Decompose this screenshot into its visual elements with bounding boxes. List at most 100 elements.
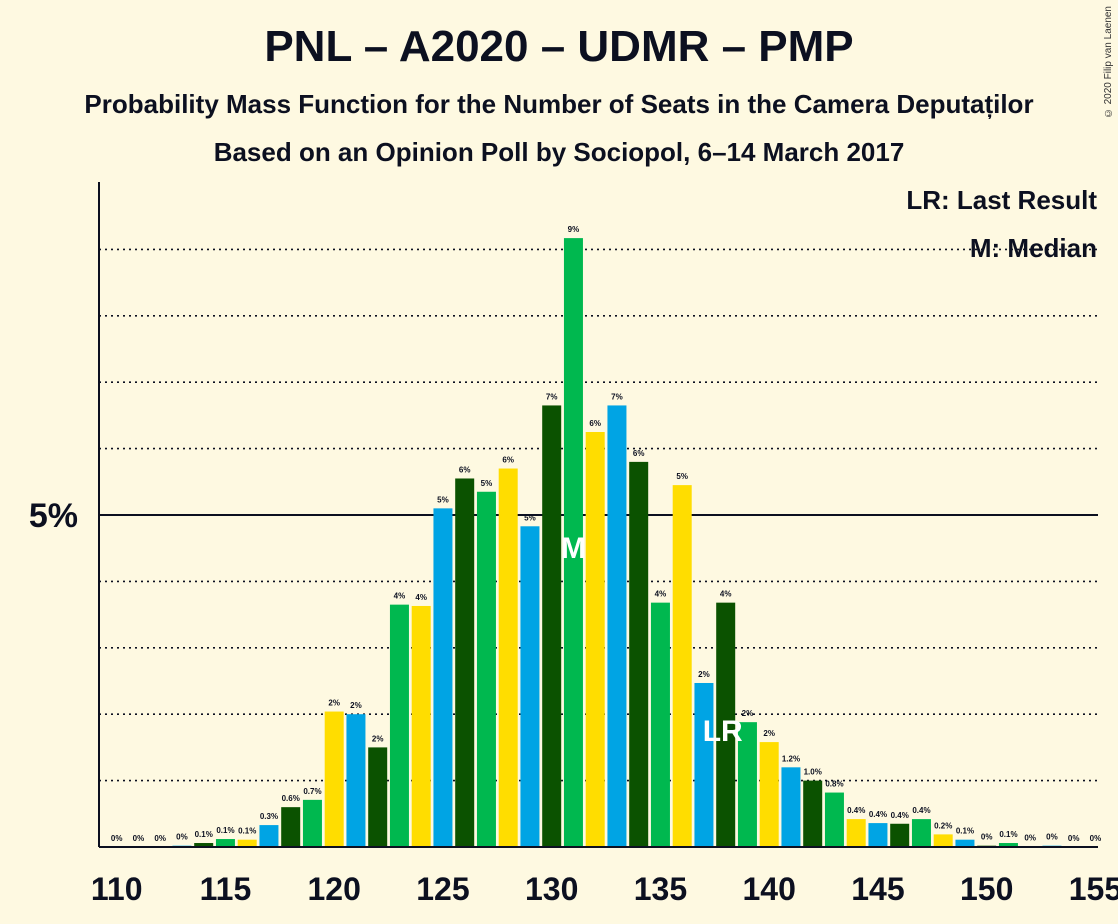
- x-tick-labels: 110 115 120 125 130 135 140 145 150 155: [91, 871, 1118, 907]
- bar-seat-128: [498, 468, 518, 847]
- bar-seat-138: [716, 602, 736, 847]
- x-tick-130: 130: [525, 871, 578, 907]
- bar-label-seat-138: 4%: [720, 590, 732, 599]
- bar-label-seat-111: 0%: [133, 834, 145, 843]
- bar-label-seat-122: 2%: [372, 734, 384, 743]
- bar-label-seat-113: 0%: [176, 833, 188, 842]
- bar-value-labels: 0% 0% 0% 0% 0.1% 0.1% 0.1%0.3%0.6%0.7%2% 2%2%4%…: [111, 225, 1101, 843]
- legend-median: M: Median: [970, 233, 1097, 263]
- bar-seat-122: [368, 747, 388, 847]
- bar-seat-115: [215, 839, 235, 847]
- bar-label-seat-137: 2%: [698, 670, 710, 679]
- bar-seat-139: [737, 722, 757, 847]
- x-tick-120: 120: [308, 871, 361, 907]
- bar-seat-147: [911, 819, 931, 847]
- bar-label-seat-152: 0%: [1024, 833, 1036, 842]
- bar-seat-118: [281, 807, 301, 847]
- bar-seat-133: [607, 405, 627, 847]
- x-tick-155: 155: [1069, 871, 1118, 907]
- chart-title: PNL – A2020 – UDMR – PMP: [264, 22, 854, 71]
- bar-label-seat-136: 5%: [676, 472, 688, 481]
- bar-label-seat-130: 7%: [546, 392, 558, 401]
- median-marker: M: [561, 532, 586, 565]
- bar-label-seat-132: 6%: [589, 419, 601, 428]
- bar-label-seat-112: 0%: [154, 834, 166, 843]
- bar-label-seat-145: 0.4%: [869, 810, 887, 819]
- bar-seat-114: [194, 843, 214, 847]
- bar-seat-149: [955, 839, 975, 847]
- x-tick-145: 145: [851, 871, 904, 907]
- x-tick-110: 110: [91, 871, 143, 907]
- bar-label-seat-127: 5%: [481, 479, 493, 488]
- bar-label-seat-117: 0.3%: [260, 812, 278, 821]
- bar-label-seat-142: 1.0%: [804, 768, 822, 777]
- bar-label-seat-146: 0.4%: [891, 811, 909, 820]
- bar-seat-134: [629, 461, 649, 847]
- bar-seat-148: [933, 834, 953, 847]
- legend-last-result: LR: Last Result: [906, 185, 1097, 215]
- bar-seat-129: [520, 526, 540, 847]
- bar-seat-119: [302, 799, 322, 847]
- bar-seat-130: [542, 405, 562, 847]
- x-tick-115: 115: [200, 871, 252, 907]
- bar-label-seat-139: 2%: [742, 709, 754, 718]
- bar-seat-144: [846, 819, 866, 847]
- bar-label-seat-115: 0.1%: [216, 826, 234, 835]
- bar-label-seat-114: 0.1%: [195, 830, 213, 839]
- bar-label-seat-135: 4%: [655, 590, 667, 599]
- bar-seat-132: [585, 432, 605, 847]
- bar-label-seat-143: 0.8%: [825, 780, 843, 789]
- bar-label-seat-140: 2%: [763, 729, 775, 738]
- bar-seat-120: [324, 711, 344, 847]
- bar-seat-125: [433, 508, 453, 847]
- markers: M LR: [561, 532, 743, 748]
- last-result-marker: LR: [703, 715, 743, 748]
- bar-label-seat-129: 5%: [524, 513, 536, 522]
- bars: [172, 238, 1062, 847]
- bar-label-seat-120: 2%: [328, 699, 340, 708]
- bar-label-seat-153: 0%: [1046, 833, 1058, 842]
- bar-label-seat-126: 6%: [459, 465, 471, 474]
- bar-seat-117: [259, 825, 279, 847]
- bar-label-seat-155: 0%: [1090, 834, 1102, 843]
- bar-label-seat-110: 0%: [111, 834, 123, 843]
- bar-seat-127: [476, 491, 496, 847]
- chart-subtitle: Probability Mass Function for the Number…: [84, 89, 1034, 119]
- bar-label-seat-118: 0.6%: [282, 794, 300, 803]
- bar-seat-131: [563, 238, 583, 847]
- y-tick-5: 5%: [29, 497, 78, 535]
- bar-seat-146: [890, 823, 910, 847]
- x-tick-140: 140: [743, 871, 796, 907]
- bar-label-seat-134: 6%: [633, 449, 645, 458]
- y-tick-labels: 5%: [29, 497, 78, 535]
- chart-source-line: Based on an Opinion Poll by Sociopol, 6–…: [213, 137, 905, 167]
- bar-label-seat-133: 7%: [611, 392, 623, 401]
- bar-label-seat-141: 1.2%: [782, 754, 800, 763]
- bar-seat-151: [998, 843, 1018, 847]
- bar-label-seat-123: 4%: [394, 592, 406, 601]
- bar-seat-145: [868, 823, 888, 847]
- bar-label-seat-147: 0.4%: [912, 806, 930, 815]
- x-tick-125: 125: [416, 871, 469, 907]
- bar-label-seat-125: 5%: [437, 495, 449, 504]
- bar-seat-123: [389, 604, 409, 847]
- bar-label-seat-124: 4%: [415, 593, 427, 602]
- bar-label-seat-144: 0.4%: [847, 806, 865, 815]
- bar-seat-136: [672, 485, 692, 847]
- bar-label-seat-116: 0.1%: [238, 827, 256, 836]
- bar-seat-140: [759, 742, 779, 847]
- bar-label-seat-150: 0%: [981, 833, 993, 842]
- bar-seat-124: [411, 605, 431, 847]
- bar-seat-116: [237, 839, 257, 847]
- bar-label-seat-148: 0.2%: [934, 821, 952, 830]
- bar-seat-137: [694, 682, 714, 847]
- bar-label-seat-149: 0.1%: [956, 827, 974, 836]
- bar-seat-121: [346, 714, 366, 847]
- bar-seat-135: [650, 602, 670, 847]
- bar-label-seat-128: 6%: [502, 456, 514, 465]
- x-tick-150: 150: [960, 871, 1013, 907]
- bar-label-seat-151: 0.1%: [999, 830, 1017, 839]
- x-tick-135: 135: [634, 871, 687, 907]
- bar-label-seat-121: 2%: [350, 701, 362, 710]
